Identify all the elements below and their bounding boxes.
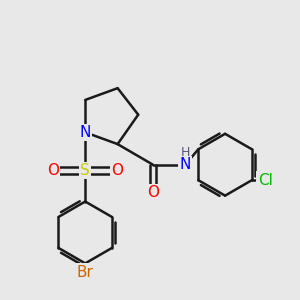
Text: H: H	[181, 146, 190, 159]
Text: N: N	[80, 125, 91, 140]
Text: O: O	[147, 185, 159, 200]
Text: Br: Br	[77, 265, 94, 280]
Text: O: O	[112, 163, 124, 178]
Text: S: S	[80, 163, 90, 178]
Text: O: O	[47, 163, 59, 178]
Text: N: N	[180, 157, 191, 172]
Text: Cl: Cl	[258, 173, 272, 188]
